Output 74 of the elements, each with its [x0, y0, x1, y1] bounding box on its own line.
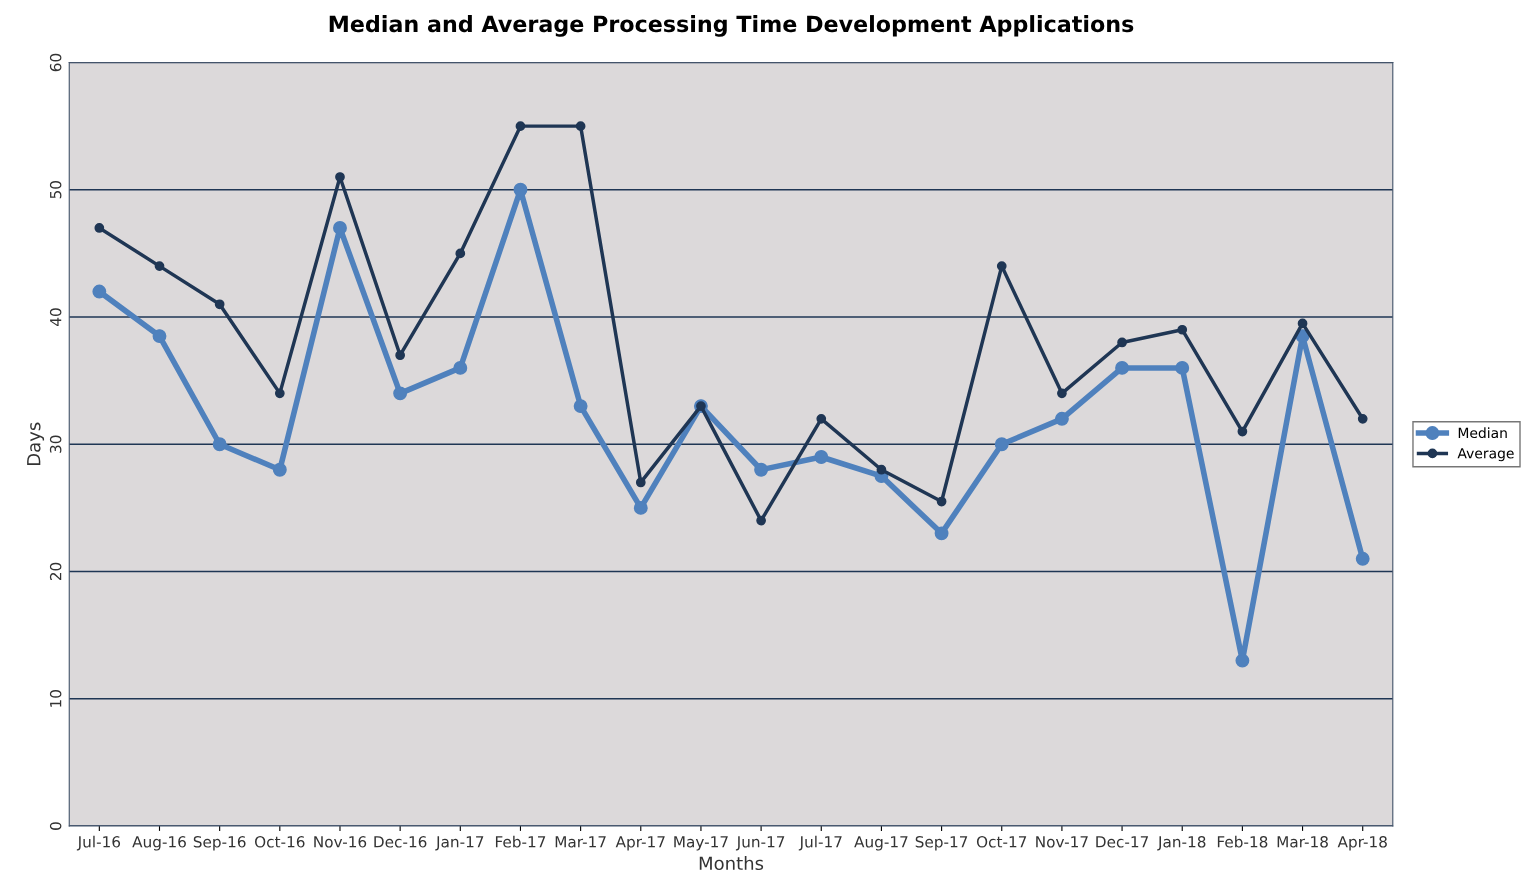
point [1054, 411, 1069, 426]
point [1177, 324, 1188, 335]
point [1237, 426, 1248, 437]
x-tick-label: May-17 [674, 836, 728, 851]
point [1235, 653, 1250, 668]
x-tick-label: Oct-16 [254, 836, 305, 848]
x-tick-label: Jan-17 [435, 836, 484, 851]
point [936, 496, 947, 507]
legend-label: Average [1457, 448, 1514, 462]
point [1355, 551, 1370, 566]
point [513, 182, 528, 197]
x-tick-label: Dec-17 [1096, 836, 1149, 848]
x-tick-label: Nov-17 [1036, 836, 1088, 848]
point [152, 329, 167, 344]
x-tick-label: Jul-16 [76, 835, 121, 851]
y-tick-label: 30 [49, 435, 62, 453]
point [274, 388, 285, 399]
x-tick-label: Nov-16 [314, 836, 367, 848]
point [515, 121, 526, 131]
point [453, 360, 468, 375]
point [92, 284, 107, 299]
y-tick-label: 10 [49, 690, 62, 707]
point [934, 526, 949, 541]
point [996, 261, 1007, 271]
point [816, 413, 827, 424]
point [1057, 388, 1067, 399]
point [1117, 337, 1127, 348]
x-tick-label: Sep-16 [193, 836, 246, 851]
x-tick-label: Feb-18 [1217, 835, 1268, 848]
point [635, 477, 646, 488]
point [633, 500, 648, 515]
point [756, 515, 766, 526]
point [994, 437, 1009, 452]
point [94, 223, 105, 233]
point [1357, 413, 1368, 424]
x-tick-label: Aug-16 [132, 836, 186, 851]
legend-label: Median [1458, 427, 1507, 439]
x-tick-label: Jan-18 [1157, 836, 1206, 851]
x-tick-label: Jun-17 [735, 836, 785, 851]
y-tick-label: 40 [49, 308, 62, 326]
y-tick-label: 0 [49, 822, 62, 830]
x-tick-label: Apr-17 [615, 836, 665, 851]
point [1175, 360, 1190, 375]
point [395, 350, 406, 361]
x-tick-label: Apr-18 [1337, 836, 1387, 851]
y-tick-label: 20 [49, 562, 62, 581]
y-axis-title: Days [27, 422, 45, 466]
point [575, 121, 586, 131]
point [754, 462, 769, 477]
point [1115, 360, 1130, 375]
x-tick-label: Dec-16 [374, 836, 427, 848]
point [876, 464, 887, 475]
point [573, 399, 588, 414]
point [335, 172, 345, 182]
point [212, 437, 227, 452]
x-tick-label: Feb-17 [495, 835, 546, 848]
point [272, 462, 287, 477]
point [154, 261, 165, 271]
point [214, 299, 225, 310]
y-tick-label: 50 [49, 181, 62, 199]
point [455, 248, 466, 259]
chart-title: Median and Average Processing Time Development Applications [329, 15, 1134, 37]
point [393, 386, 408, 401]
y-tick-label: 60 [49, 53, 62, 72]
point [1297, 318, 1308, 329]
x-tick-label: Aug-17 [854, 836, 908, 851]
x-tick-label: Mar-18 [1277, 836, 1328, 848]
point [814, 450, 829, 464]
x-tick-label: Oct-17 [976, 836, 1027, 848]
x-tick-label: Sep-17 [915, 836, 968, 851]
point [333, 220, 347, 235]
x-tick-label: Mar-17 [555, 836, 606, 848]
x-axis-title: Months [699, 856, 764, 871]
x-tick-label: Jul-17 [798, 835, 842, 851]
